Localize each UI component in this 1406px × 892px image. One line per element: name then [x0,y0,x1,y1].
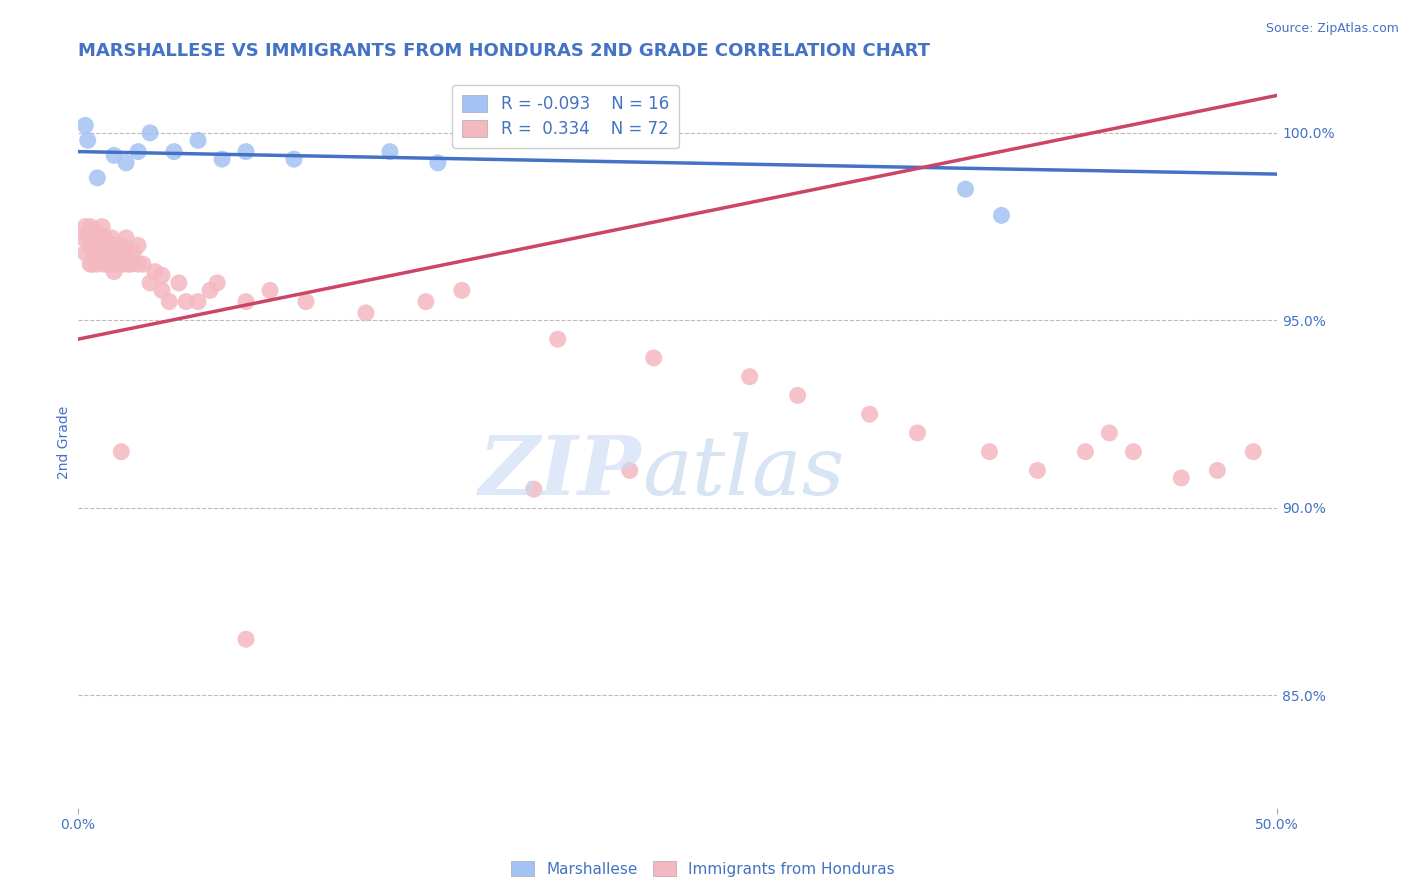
Point [1122,444,1144,458]
Point [174,294,197,309]
Point [75,219,97,234]
Legend: Marshallese, Immigrants from Honduras: Marshallese, Immigrants from Honduras [503,853,903,884]
Point [86,235,108,249]
Point [110,245,132,260]
Point [117,257,139,271]
Point [110,238,132,252]
Point [619,463,641,477]
Point [157,294,180,309]
Point [112,257,135,271]
Point [139,276,162,290]
Point [450,284,472,298]
Point [163,145,186,159]
Point [89,227,111,241]
Point [75,119,97,133]
Point [354,306,377,320]
Y-axis label: 2nd Grade: 2nd Grade [58,406,72,479]
Point [103,265,125,279]
Point [76,227,98,241]
Point [98,257,121,271]
Point [235,294,257,309]
Text: MARSHALLESE VS IMMIGRANTS FROM HONDURAS 2ND GRADE CORRELATION CHART: MARSHALLESE VS IMMIGRANTS FROM HONDURAS … [79,42,931,60]
Point [122,245,145,260]
Point [127,257,149,271]
Point [415,294,437,309]
Point [1074,444,1097,458]
Point [115,156,138,170]
Point [643,351,665,365]
Point [187,133,209,147]
Point [72,231,94,245]
Text: ZIP: ZIP [479,432,641,511]
Point [91,245,114,260]
Point [120,257,142,271]
Point [89,245,111,260]
Point [990,208,1012,222]
Point [150,284,173,298]
Point [187,294,209,309]
Point [115,231,138,245]
Point [79,238,101,252]
Point [198,284,221,298]
Point [82,257,104,271]
Point [1026,463,1049,477]
Point [84,223,107,237]
Point [82,231,104,245]
Point [91,219,114,234]
Point [907,425,929,440]
Point [523,482,546,496]
Point [105,245,128,260]
Point [1098,425,1121,440]
Point [235,145,257,159]
Point [1170,471,1192,485]
Text: Source: ZipAtlas.com: Source: ZipAtlas.com [1265,22,1399,36]
Point [235,632,257,647]
Point [738,369,761,384]
Point [150,268,173,283]
Point [103,257,125,271]
Point [79,257,101,271]
Point [98,238,121,252]
Point [259,284,281,298]
Point [127,238,149,252]
Point [79,219,101,234]
Point [1241,444,1264,458]
Point [103,148,125,162]
Point [1206,463,1229,477]
Point [86,257,108,271]
Point [86,170,108,185]
Point [378,145,401,159]
Point [167,276,190,290]
Point [96,235,118,249]
Point [283,152,305,166]
Point [100,231,122,245]
Text: atlas: atlas [641,432,844,511]
Point [100,245,122,260]
Point [132,257,155,271]
Point [858,407,880,421]
Point [91,238,114,252]
Point [103,238,125,252]
Point [211,152,233,166]
Point [115,245,138,260]
Point [979,444,1001,458]
Point [76,133,98,147]
Point [84,245,107,260]
Point [955,182,977,196]
Point [205,276,228,290]
Point [786,388,808,402]
Legend: R = -0.093    N = 16, R =  0.334    N = 72: R = -0.093 N = 16, R = 0.334 N = 72 [453,85,679,148]
Point [93,231,115,245]
Point [143,265,166,279]
Point [426,156,449,170]
Point [547,332,569,346]
Point [75,245,97,260]
Point [127,145,149,159]
Point [110,444,132,458]
Point [139,126,162,140]
Point [295,294,318,309]
Point [96,245,118,260]
Point [93,257,115,271]
Point [108,257,131,271]
